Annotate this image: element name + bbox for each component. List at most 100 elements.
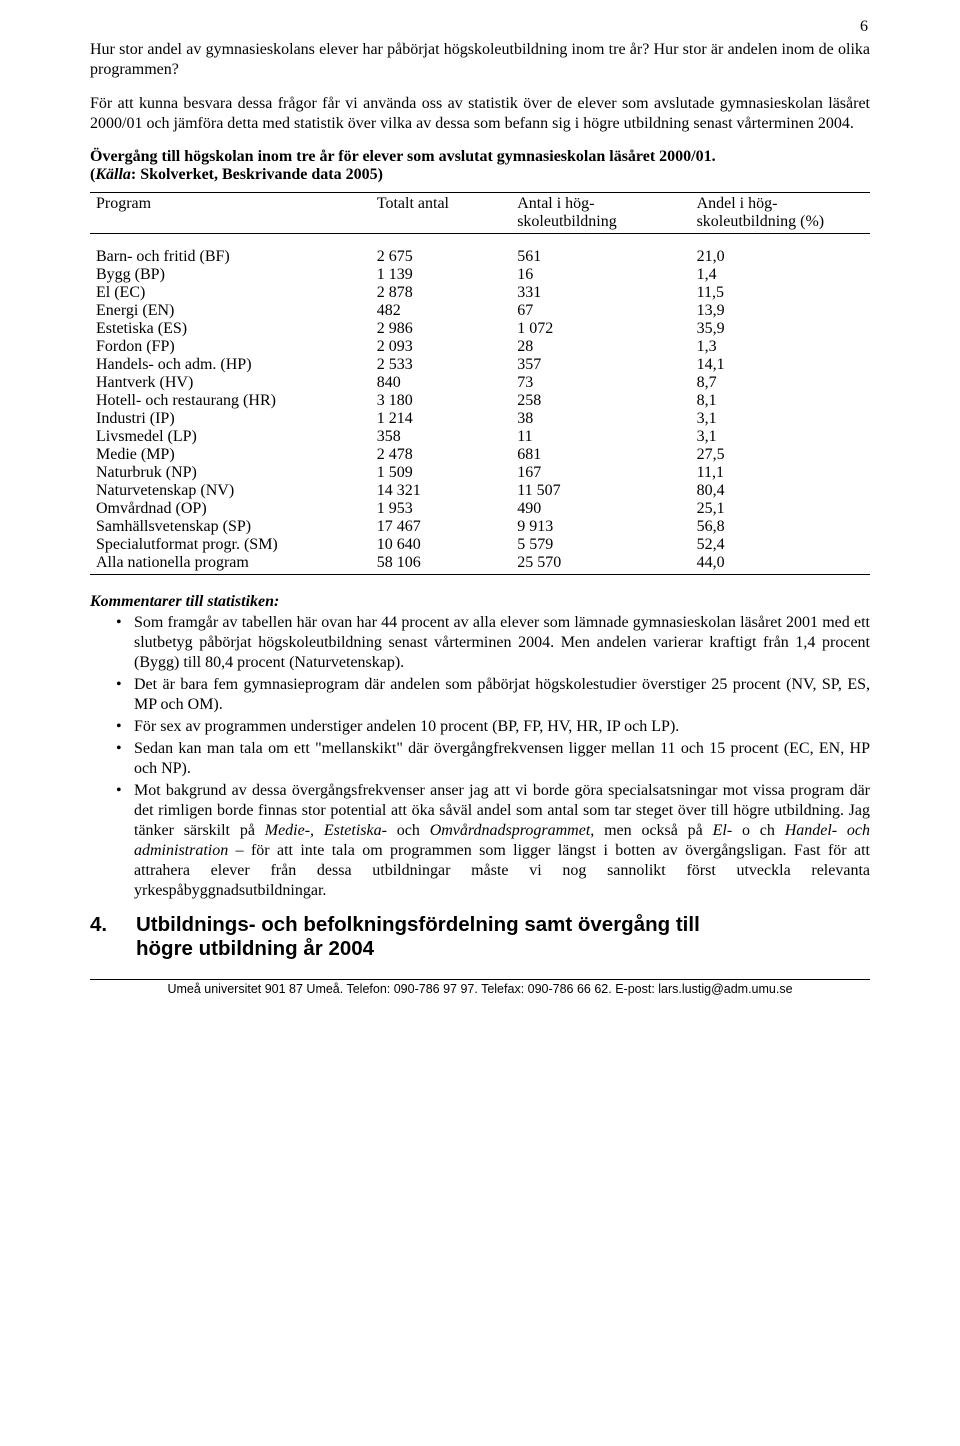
cell-total: 2 093 — [371, 338, 511, 356]
table-row: Specialutformat progr. (SM)10 6405 57952… — [90, 536, 870, 554]
table-row: Omvårdnad (OP)1 95349025,1 — [90, 500, 870, 518]
table-heading-source-rest: : Skolverket, Beskrivande data 2005) — [131, 166, 383, 183]
cell-share: 11,1 — [691, 464, 870, 482]
cell-share: 21,0 — [691, 248, 870, 266]
bullet-item: Mot bakgrund av dessa övergångsfrekvense… — [116, 781, 870, 903]
col-program: Program — [90, 193, 371, 234]
table-row: Industri (IP)1 214383,1 — [90, 410, 870, 428]
cell-share: 1,4 — [691, 266, 870, 284]
cell-count: 38 — [511, 410, 690, 428]
cell-share: 13,9 — [691, 302, 870, 320]
cell-total: 1 953 — [371, 500, 511, 518]
cell-count: 25 570 — [511, 554, 690, 575]
cell-share: 80,4 — [691, 482, 870, 500]
col-total: Totalt antal — [371, 193, 511, 234]
cell-total: 10 640 — [371, 536, 511, 554]
col-share-l1: Andel i hög- — [697, 195, 864, 213]
bullet5-post: – för att inte tala om programmen som li… — [134, 842, 870, 899]
bullet-item: För sex av programmen understiger andele… — [116, 717, 870, 739]
cell-total: 840 — [371, 374, 511, 392]
cell-count: 16 — [511, 266, 690, 284]
cell-program: Estetiska (ES) — [90, 320, 371, 338]
transition-table: Program Totalt antal Antal i hög- skoleu… — [90, 192, 870, 575]
cell-program: Industri (IP) — [90, 410, 371, 428]
cell-share: 3,1 — [691, 410, 870, 428]
cell-total: 2 533 — [371, 356, 511, 374]
cell-program: Alla nationella program — [90, 554, 371, 575]
cell-total: 1 139 — [371, 266, 511, 284]
cell-total: 2 878 — [371, 284, 511, 302]
cell-share: 35,9 — [691, 320, 870, 338]
bullet5-emph1: Medie-, Estetiska- — [265, 822, 387, 839]
intro-paragraph-1: Hur stor andel av gymnasieskolans elever… — [90, 40, 870, 80]
section-title-l2: högre utbildning år 2004 — [136, 937, 374, 960]
section-title: Utbildnings- och befolkningsfördelning s… — [136, 913, 700, 961]
cell-share: 1,3 — [691, 338, 870, 356]
cell-count: 11 — [511, 428, 690, 446]
page-number: 6 — [860, 18, 868, 36]
cell-program: Hantverk (HV) — [90, 374, 371, 392]
comments-heading: Kommentarer till statistiken: — [90, 593, 870, 611]
table-row: Estetiska (ES)2 9861 07235,9 — [90, 320, 870, 338]
cell-count: 28 — [511, 338, 690, 356]
table-row: El (EC)2 87833111,5 — [90, 284, 870, 302]
table-row: Samhällsvetenskap (SP)17 4679 91356,8 — [90, 518, 870, 536]
bullet5-mid1: och — [387, 822, 430, 839]
cell-program: Fordon (FP) — [90, 338, 371, 356]
cell-program: Naturbruk (NP) — [90, 464, 371, 482]
cell-program: El (EC) — [90, 284, 371, 302]
cell-program: Hotell- och restaurang (HR) — [90, 392, 371, 410]
cell-count: 1 072 — [511, 320, 690, 338]
cell-count: 167 — [511, 464, 690, 482]
cell-count: 258 — [511, 392, 690, 410]
bullet5-mid3: o ch — [732, 822, 785, 839]
bullet5-emph2: Omvårdnadsprogrammet — [430, 822, 591, 839]
cell-share: 8,7 — [691, 374, 870, 392]
cell-total: 14 321 — [371, 482, 511, 500]
cell-share: 25,1 — [691, 500, 870, 518]
cell-share: 8,1 — [691, 392, 870, 410]
col-share: Andel i hög- skoleutbildning (%) — [691, 193, 870, 234]
table-row: Fordon (FP)2 093281,3 — [90, 338, 870, 356]
cell-share: 44,0 — [691, 554, 870, 575]
comments-list: Som framgår av tabellen här ovan har 44 … — [90, 613, 870, 903]
intro-paragraph-2: För att kunna besvara dessa frågor får v… — [90, 94, 870, 134]
table-heading: Övergång till högskolan inom tre år för … — [90, 148, 870, 184]
table-row: Medie (MP)2 47868127,5 — [90, 446, 870, 464]
table-row: Naturvetenskap (NV)14 32111 50780,4 — [90, 482, 870, 500]
cell-program: Samhällsvetenskap (SP) — [90, 518, 371, 536]
col-count-l2: skoleutbildning — [517, 213, 684, 231]
cell-total: 1 509 — [371, 464, 511, 482]
table-header-row: Program Totalt antal Antal i hög- skoleu… — [90, 193, 870, 234]
cell-count: 73 — [511, 374, 690, 392]
cell-program: Medie (MP) — [90, 446, 371, 464]
table-row: Handels- och adm. (HP)2 53335714,1 — [90, 356, 870, 374]
cell-share: 56,8 — [691, 518, 870, 536]
cell-count: 561 — [511, 248, 690, 266]
table-heading-line1: Övergång till högskolan inom tre år för … — [90, 148, 716, 165]
table-row: Hantverk (HV)840738,7 — [90, 374, 870, 392]
cell-total: 1 214 — [371, 410, 511, 428]
cell-count: 67 — [511, 302, 690, 320]
cell-total: 2 675 — [371, 248, 511, 266]
footer-divider — [90, 979, 870, 980]
cell-program: Handels- och adm. (HP) — [90, 356, 371, 374]
cell-program: Naturvetenskap (NV) — [90, 482, 371, 500]
col-count-l1: Antal i hög- — [517, 195, 684, 213]
table-row: Hotell- och restaurang (HR)3 1802588,1 — [90, 392, 870, 410]
table-row: Barn- och fritid (BF)2 67556121,0 — [90, 248, 870, 266]
footer-text: Umeå universitet 901 87 Umeå. Telefon: 0… — [90, 982, 870, 1002]
cell-share: 52,4 — [691, 536, 870, 554]
table-heading-source-word: Källa — [95, 166, 131, 183]
bullet-item: Som framgår av tabellen här ovan har 44 … — [116, 613, 870, 675]
table-row: Naturbruk (NP)1 50916711,1 — [90, 464, 870, 482]
cell-share: 14,1 — [691, 356, 870, 374]
bullet-item: Det är bara fem gymnasieprogram där ande… — [116, 675, 870, 717]
col-share-l2: skoleutbildning (%) — [697, 213, 864, 231]
section-title-l1: Utbildnings- och befolkningsfördelning s… — [136, 913, 700, 936]
cell-count: 9 913 — [511, 518, 690, 536]
cell-count: 11 507 — [511, 482, 690, 500]
cell-total: 3 180 — [371, 392, 511, 410]
cell-count: 681 — [511, 446, 690, 464]
col-count: Antal i hög- skoleutbildning — [511, 193, 690, 234]
